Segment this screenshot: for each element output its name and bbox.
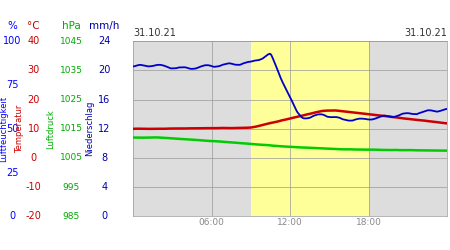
Text: 25: 25 [6,168,19,177]
Text: 31.10.21: 31.10.21 [133,28,176,38]
Text: 12: 12 [98,124,111,134]
Text: 8: 8 [101,153,108,163]
Text: 31.10.21: 31.10.21 [404,28,447,38]
Text: 0: 0 [101,211,108,221]
Text: 10: 10 [27,124,40,134]
Text: 24: 24 [98,36,111,46]
Text: 0: 0 [9,211,16,221]
Text: Temperatur: Temperatur [15,104,24,153]
Text: -10: -10 [26,182,41,192]
Text: Luftfeuchtigkeit: Luftfeuchtigkeit [0,96,8,162]
Text: Niederschlag: Niederschlag [86,101,94,156]
Text: 75: 75 [6,80,19,90]
Text: 1005: 1005 [59,154,83,162]
Bar [369,41,447,216]
Text: mm/h: mm/h [89,21,120,31]
Text: 100: 100 [4,36,22,46]
Text: 50: 50 [6,124,19,134]
Text: -20: -20 [26,211,42,221]
Text: 20: 20 [98,66,111,76]
Text: 1025: 1025 [60,95,82,104]
Text: 40: 40 [27,36,40,46]
Text: 1015: 1015 [59,124,83,133]
Text: Luftdruck: Luftdruck [46,109,55,148]
Text: 20: 20 [27,94,40,104]
Text: 4: 4 [101,182,108,192]
Text: 16: 16 [98,94,111,104]
Text: hPa: hPa [62,21,81,31]
Bar [133,41,251,216]
Text: 985: 985 [63,212,80,221]
Text: °C: °C [27,21,40,31]
Text: 1035: 1035 [59,66,83,75]
Text: 0: 0 [31,153,37,163]
Text: 30: 30 [27,66,40,76]
Bar [251,41,369,216]
Text: 995: 995 [63,182,80,192]
Text: 1045: 1045 [60,37,82,46]
Text: %: % [8,21,18,31]
